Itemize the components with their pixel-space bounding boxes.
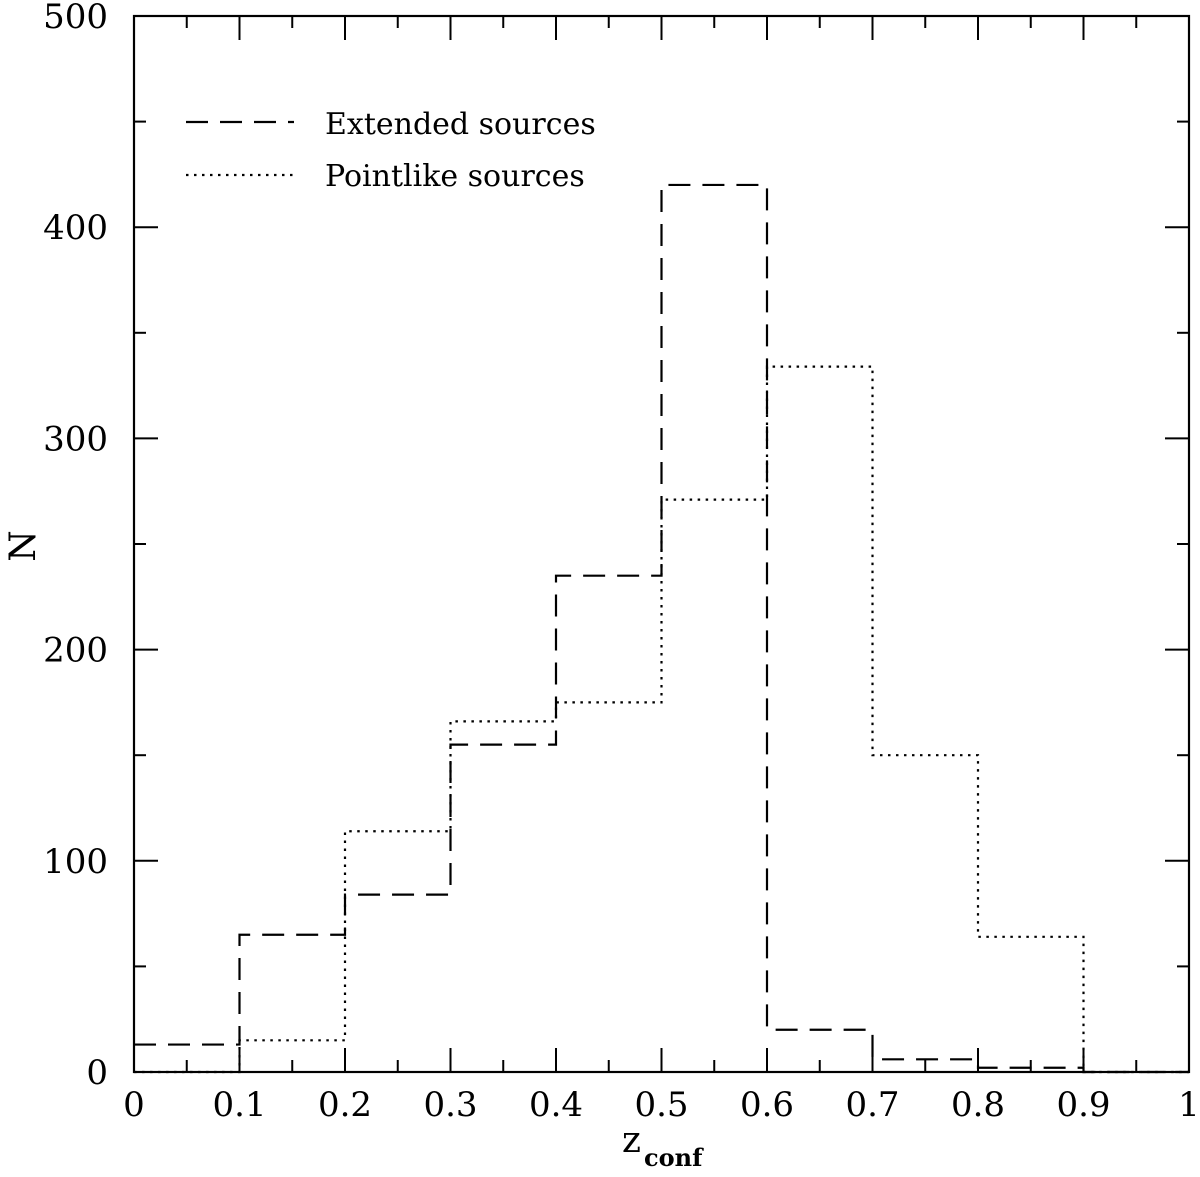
x-tick-label: 1 <box>1178 1085 1200 1125</box>
y-tick-label: 300 <box>43 419 108 459</box>
x-tick-label: 0.6 <box>740 1085 794 1125</box>
x-tick-label: 0.2 <box>318 1085 372 1125</box>
x-tick-label: 0.5 <box>634 1085 688 1125</box>
series-extended-step-line <box>134 183 1189 1074</box>
x-tick-labels: 0 0.1 0.2 0.3 0.4 0.5 0.6 0.7 0.8 0.9 1 <box>123 1085 1200 1125</box>
x-axis-label: z <box>622 1120 641 1161</box>
y-axis-label: N <box>3 530 44 562</box>
y-tick-label: 100 <box>43 842 108 882</box>
plot-frame <box>132 14 1191 1074</box>
legend-label-extended: Extended sources <box>325 107 596 142</box>
y-tick-labels: 0 100 200 300 400 500 <box>43 0 108 1093</box>
y-tick-label: 500 <box>43 0 108 37</box>
x-tick-label: 0.7 <box>845 1085 899 1125</box>
legend-label-pointlike: Pointlike sources <box>325 159 585 194</box>
x-tick-label: 0.1 <box>212 1085 266 1125</box>
x-axis-label-subscript: conf <box>644 1143 704 1172</box>
y-tick-label: 200 <box>43 631 108 671</box>
series-layer <box>134 183 1189 1074</box>
y-tick-label: 400 <box>43 208 108 248</box>
x-tick-label: 0 <box>123 1085 145 1125</box>
x-tick-label: 0.8 <box>951 1085 1005 1125</box>
series-pointlike-step-line <box>134 365 1189 1074</box>
x-tick-label: 0.9 <box>1056 1085 1110 1125</box>
x-tick-label: 0.4 <box>529 1085 583 1125</box>
x-tick-label: 0.3 <box>423 1085 477 1125</box>
y-tick-label: 0 <box>86 1053 108 1093</box>
legend: Extended sources Pointlike sources <box>186 107 596 194</box>
axis-ticks <box>133 15 1190 1073</box>
